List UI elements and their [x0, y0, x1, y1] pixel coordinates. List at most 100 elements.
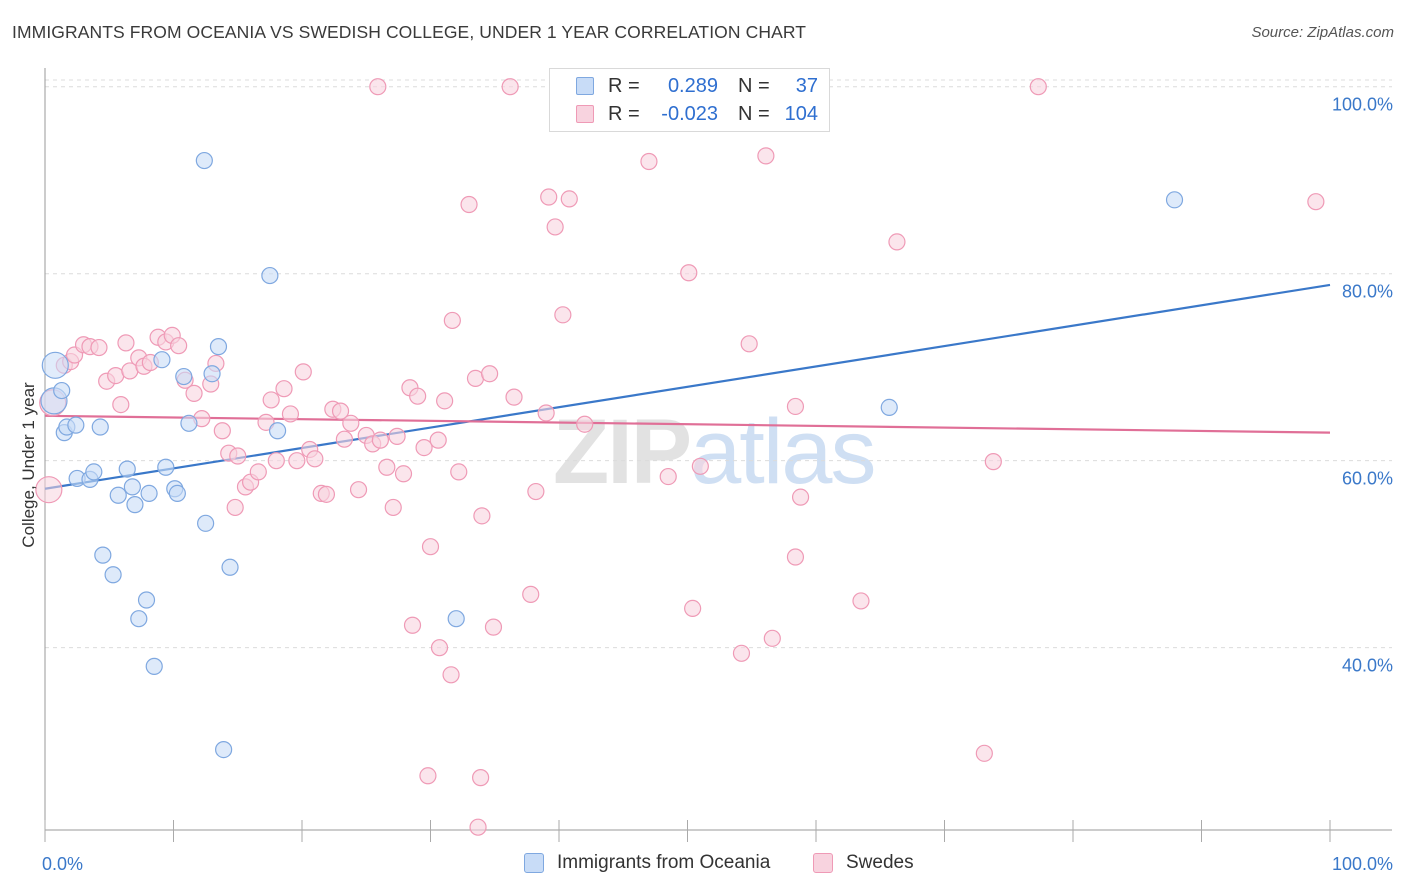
- swedes-point: [403, 616, 422, 634]
- swedes-point: [763, 629, 781, 647]
- swedes-point: [484, 618, 503, 636]
- swedes-point: [384, 498, 402, 517]
- swedes-point: [170, 337, 188, 355]
- swedes-point: [388, 427, 406, 445]
- oceania-point: [195, 151, 213, 170]
- swedes-point: [560, 190, 578, 208]
- swedes-point: [791, 488, 810, 506]
- data-points: [35, 78, 1325, 836]
- oceania-point: [153, 351, 171, 369]
- oceania-point: [123, 478, 141, 496]
- legend-r-value: 0.289: [667, 74, 718, 97]
- swedes-point: [684, 599, 702, 618]
- legend-r-value: -0.023: [661, 102, 718, 125]
- y-tick-label: 60.0%: [1342, 469, 1393, 489]
- series-legend-oceania[interactable]: Immigrants from Oceania: [524, 852, 770, 874]
- swedes-point: [369, 78, 387, 96]
- legend-r-label: R =: [608, 102, 640, 125]
- oceania-point: [157, 458, 175, 476]
- source-label: Source: ZipAtlas.com: [1251, 24, 1394, 41]
- watermark-atlas: atlas: [690, 401, 876, 503]
- watermark-zip: ZIP: [553, 401, 692, 503]
- oceania-point: [447, 610, 465, 628]
- swedes-point: [527, 482, 545, 501]
- swedes-point: [226, 498, 244, 517]
- y-axis-label: College, Under 1 year: [19, 382, 38, 548]
- legend-swatch-blue: [576, 77, 594, 95]
- oceania-point: [130, 610, 148, 628]
- swedes-point: [975, 744, 993, 762]
- oceania-point: [261, 266, 279, 285]
- oceania-point: [109, 486, 127, 504]
- swedes-point: [213, 422, 231, 440]
- axis-labels: 40.0% 60.0% 80.0% 100.0% 0.0% 100.0% College, …: [19, 95, 1393, 874]
- swedes-point: [421, 538, 440, 556]
- swedes-point: [505, 388, 523, 406]
- series-legend-swedes[interactable]: Swedes: [813, 852, 914, 874]
- swedes-trend-line: [44, 414, 1331, 434]
- oceania-point: [53, 381, 71, 400]
- swedes-point: [469, 818, 487, 836]
- swedes-point: [554, 306, 572, 324]
- swedes-point: [317, 485, 336, 503]
- swedes-point: [450, 463, 468, 481]
- oceania-point: [104, 566, 122, 584]
- oceania-point: [203, 365, 221, 383]
- swedes-point: [680, 264, 698, 282]
- swedes-point: [394, 465, 413, 483]
- swedes-point: [436, 392, 454, 410]
- swedes-point: [430, 639, 449, 657]
- legend-row-oceania: R = 0.289 N = 37: [550, 72, 818, 100]
- oceania-point: [197, 514, 215, 532]
- swedes-point: [349, 481, 368, 499]
- oceania-point: [91, 418, 109, 436]
- swedes-point: [473, 507, 491, 525]
- swedes-point: [294, 363, 312, 381]
- y-tick-label: 80.0%: [1342, 282, 1393, 302]
- x-tick-label: 100.0%: [1332, 854, 1393, 874]
- oceania-point: [175, 367, 193, 386]
- legend-swatch-pink: [576, 105, 594, 123]
- legend-row-swedes: R = -0.023 N = 104: [550, 100, 818, 128]
- oceania-point: [85, 463, 103, 481]
- swedes-point: [852, 592, 870, 610]
- swedes-point: [481, 365, 499, 383]
- swedes-point: [732, 644, 751, 662]
- swedes-point: [429, 431, 447, 449]
- swedes-point: [267, 452, 285, 470]
- x-tick-label: 0.0%: [42, 854, 83, 874]
- oceania-point: [268, 422, 287, 440]
- swedes-point: [306, 450, 324, 468]
- swedes-point: [262, 391, 280, 409]
- oceania-point: [145, 657, 163, 675]
- swedes-point: [117, 334, 135, 352]
- swedes-point: [984, 453, 1002, 471]
- legend-n-value: 104: [784, 102, 818, 125]
- legend-r-label: R =: [608, 74, 640, 97]
- legend-n-value: 37: [795, 74, 818, 97]
- swedes-point: [281, 405, 300, 423]
- swedes-point: [888, 233, 906, 251]
- swedes-point: [112, 395, 130, 414]
- swedes-point: [409, 387, 427, 405]
- swedes-point: [257, 413, 275, 431]
- swedes-point: [249, 463, 267, 481]
- watermark: ZIPatlas: [553, 400, 876, 505]
- oceania-point: [137, 591, 156, 609]
- swedes-point: [786, 397, 805, 416]
- series-swatch-blue: [524, 853, 544, 873]
- oceania-point: [1165, 191, 1184, 209]
- legend-n-label: N =: [738, 102, 770, 125]
- oceania-point: [94, 546, 112, 564]
- oceania-point: [118, 460, 136, 478]
- swedes-point: [335, 430, 354, 448]
- oceania-point: [67, 416, 85, 434]
- oceania-point: [215, 740, 233, 759]
- oceania-trend-line: [44, 283, 1331, 490]
- legend-n-label: N =: [738, 74, 770, 97]
- swedes-point: [342, 414, 360, 432]
- chart-title: IMMIGRANTS FROM OCEANIA VS SWEDISH COLLE…: [12, 22, 807, 42]
- y-tick-label: 40.0%: [1342, 656, 1393, 676]
- oceania-point: [140, 484, 158, 503]
